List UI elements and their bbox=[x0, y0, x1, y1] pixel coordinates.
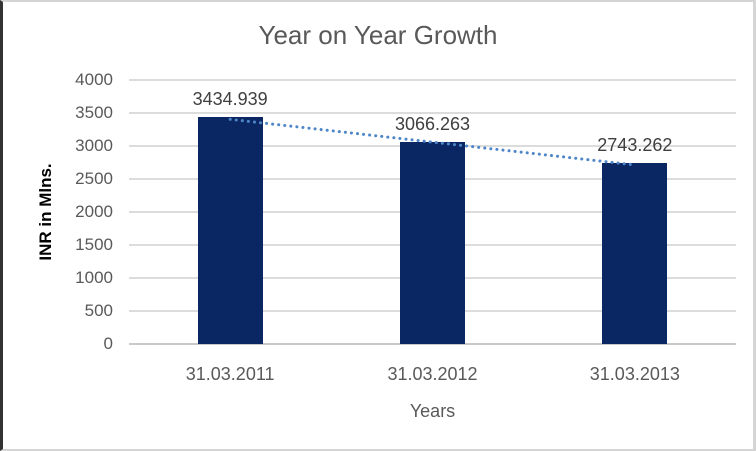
x-tick-label: 31.03.2012 bbox=[387, 364, 478, 384]
gridline bbox=[129, 79, 736, 81]
data-label: 2743.262 bbox=[597, 134, 673, 155]
y-tick-label: 2500 bbox=[75, 169, 113, 188]
x-tick-label: 31.03.2011 bbox=[185, 364, 275, 384]
y-tick-label: 1000 bbox=[75, 268, 113, 287]
gridline bbox=[129, 112, 736, 114]
bar bbox=[400, 141, 465, 344]
chart-title: Year on Year Growth bbox=[258, 20, 498, 50]
data-label: 3434.939 bbox=[192, 89, 268, 110]
y-tick-label: 1500 bbox=[75, 235, 113, 254]
y-tick-label: 4000 bbox=[75, 70, 113, 89]
y-tick-label: 500 bbox=[84, 301, 113, 320]
y-tick-label: 0 bbox=[103, 334, 113, 353]
bar bbox=[197, 117, 263, 344]
y-axis-title: INR in Mlns. bbox=[36, 163, 55, 261]
bar bbox=[602, 162, 668, 344]
x-axis-title: Years bbox=[409, 401, 456, 421]
y-tick-label: 3000 bbox=[75, 136, 113, 155]
y-tick-label: 3500 bbox=[75, 103, 113, 122]
x-tick-label: 31.03.2013 bbox=[589, 364, 680, 384]
y-tick-label: 2000 bbox=[75, 202, 113, 221]
data-label: 3066.263 bbox=[394, 113, 471, 134]
gridline bbox=[129, 343, 736, 345]
